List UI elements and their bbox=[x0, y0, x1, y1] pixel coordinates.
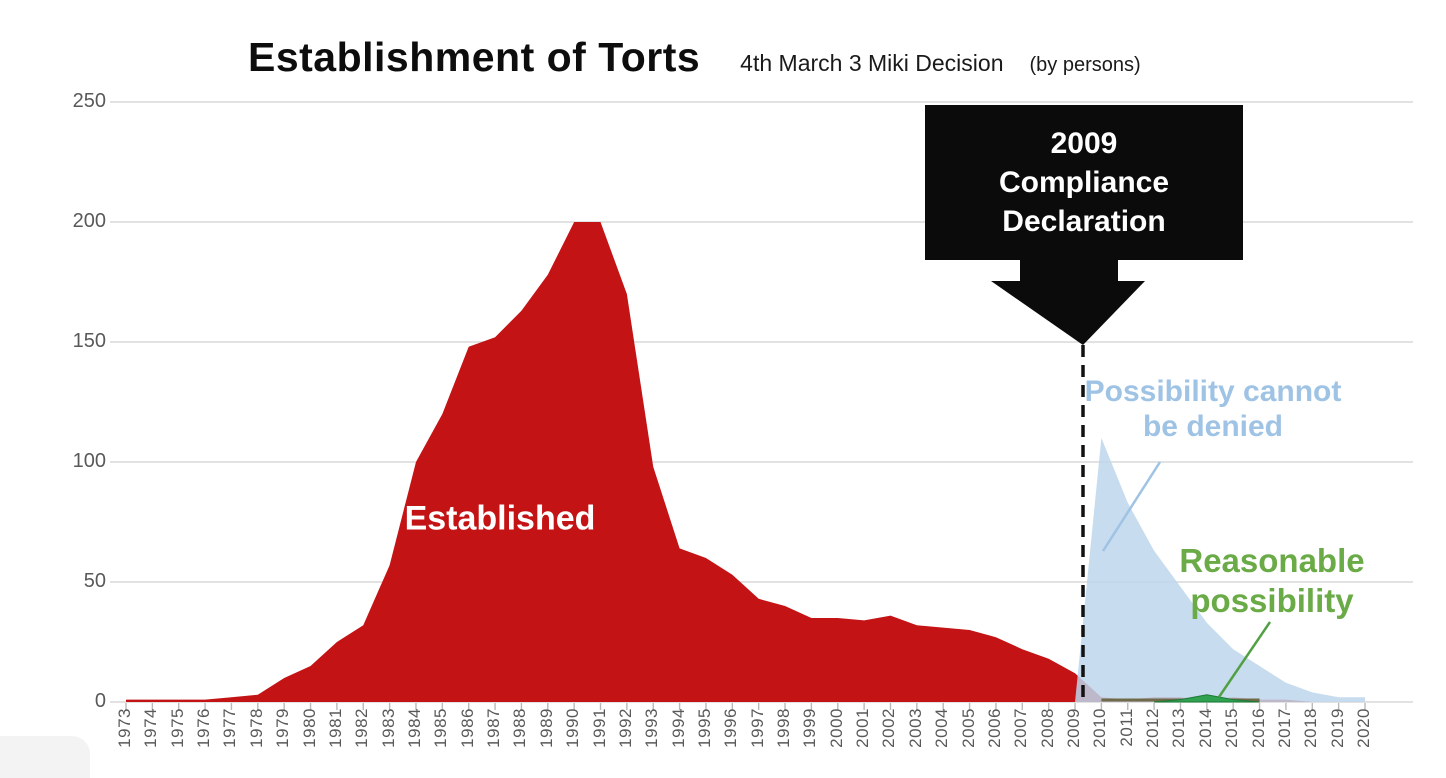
callout-line-compliance: Compliance bbox=[998, 166, 1170, 199]
chart-header: Establishment of Torts 4th March 3 Miki … bbox=[248, 34, 1141, 81]
reasonable-label-line1: Reasonable bbox=[1179, 542, 1365, 579]
x-axis-year-label: 1993 bbox=[642, 708, 662, 748]
x-axis-year-label: 2013 bbox=[1169, 708, 1189, 748]
x-axis-year-label: 1988 bbox=[510, 708, 530, 748]
x-axis-year-label: 1975 bbox=[167, 708, 187, 748]
x-axis-year-label: 1974 bbox=[141, 708, 161, 748]
x-axis-year-label: 2004 bbox=[932, 708, 952, 748]
y-axis-tick-label: 150 bbox=[72, 330, 106, 352]
x-axis-year-label: 1986 bbox=[457, 708, 477, 748]
x-axis-year-label: 1994 bbox=[668, 708, 688, 748]
x-axis-year-label: 1985 bbox=[431, 708, 451, 748]
x-axis-year-label: 2011 bbox=[1116, 708, 1136, 747]
reasonable-possibility-label: Reasonable possibility bbox=[1179, 541, 1364, 621]
x-axis-year-label: 1999 bbox=[800, 708, 820, 748]
x-axis-year-label: 2001 bbox=[853, 708, 873, 748]
x-axis-year-label: 2019 bbox=[1327, 708, 1347, 748]
x-axis-year-label: 2009 bbox=[1064, 708, 1084, 748]
x-axis-year-label: 1977 bbox=[220, 708, 240, 748]
x-axis-year-label: 1980 bbox=[299, 708, 319, 748]
callout-line-declaration: Declaration bbox=[1002, 205, 1166, 238]
x-axis-year-label: 1973 bbox=[115, 708, 134, 748]
callout-arrow-icon bbox=[991, 258, 1145, 345]
page-title: Establishment of Torts bbox=[248, 34, 701, 80]
possibility-label-line2: be denied bbox=[1142, 410, 1284, 443]
x-axis-year-label: 1991 bbox=[589, 708, 609, 748]
x-axis-year-label: 2010 bbox=[1090, 708, 1110, 748]
label-leader-lines bbox=[1101, 461, 1272, 698]
x-axis-year-label: 1996 bbox=[721, 708, 741, 748]
x-axis-year-label: 1978 bbox=[246, 708, 266, 748]
x-axis-year-label: 1990 bbox=[563, 708, 583, 748]
callout-2009-compliance-declaration: 2009 Compliance Declaration bbox=[925, 105, 1243, 260]
x-axis-year-label: 2005 bbox=[958, 708, 978, 748]
x-axis-year-label: 1987 bbox=[484, 708, 504, 748]
y-axis-tick-label: 200 bbox=[72, 210, 106, 232]
x-axis-year-label: 2015 bbox=[1222, 708, 1242, 748]
x-axis-year-label: 2014 bbox=[1195, 708, 1215, 748]
x-axis-ticks bbox=[125, 703, 1366, 710]
x-axis-year-label: 2002 bbox=[879, 708, 899, 748]
x-axis-year-label: 2017 bbox=[1274, 708, 1294, 748]
established-area-label: Established bbox=[404, 499, 596, 538]
x-axis-year-label: 2003 bbox=[905, 708, 925, 748]
x-axis-year-label: 1998 bbox=[774, 708, 794, 748]
y-axis-tick-label: 50 bbox=[83, 570, 106, 592]
y-axis-tick-label: 0 bbox=[94, 690, 106, 712]
x-axis-year-label: 1995 bbox=[694, 708, 714, 748]
x-axis-year-label: 1976 bbox=[194, 708, 214, 748]
x-axis-year-label: 1992 bbox=[615, 708, 635, 748]
chart-unit-note: (by persons) bbox=[1029, 54, 1141, 76]
chart-subtitle: 4th March 3 Miki Decision bbox=[740, 50, 1004, 76]
x-axis-year-label: 2016 bbox=[1248, 708, 1268, 748]
x-axis-year-label: 2007 bbox=[1011, 708, 1031, 748]
x-axis-year-label: 1989 bbox=[536, 708, 556, 748]
x-axis-year-label: 2020 bbox=[1354, 708, 1373, 748]
x-axis-year-label: 2008 bbox=[1037, 708, 1057, 748]
x-axis-year-label: 2018 bbox=[1301, 708, 1321, 748]
x-axis-year-label: 1982 bbox=[352, 708, 372, 748]
y-axis-tick-label: 100 bbox=[72, 450, 106, 472]
area-series bbox=[126, 222, 1365, 703]
x-axis-year-label: 1983 bbox=[378, 708, 398, 748]
x-axis-year-label: 1981 bbox=[325, 708, 345, 748]
possibility-cannot-be-denied-label: Possibility cannot be denied bbox=[1085, 374, 1342, 444]
reasonable-label-line2: possibility bbox=[1190, 582, 1354, 619]
x-axis-year-label: 1997 bbox=[747, 708, 767, 748]
corner-watermark bbox=[0, 736, 90, 778]
possibility-label-line1: Possibility cannot bbox=[1084, 375, 1342, 408]
y-axis-tick-label: 250 bbox=[72, 90, 106, 112]
x-axis-year-label: 1984 bbox=[404, 708, 424, 748]
callout-line-year: 2009 bbox=[1050, 127, 1118, 160]
x-axis-year-label: 1979 bbox=[273, 708, 293, 748]
x-axis-year-label: 2012 bbox=[1143, 708, 1163, 748]
x-axis-year-label: 2006 bbox=[984, 708, 1004, 748]
x-axis-year-label: 2000 bbox=[826, 708, 846, 748]
